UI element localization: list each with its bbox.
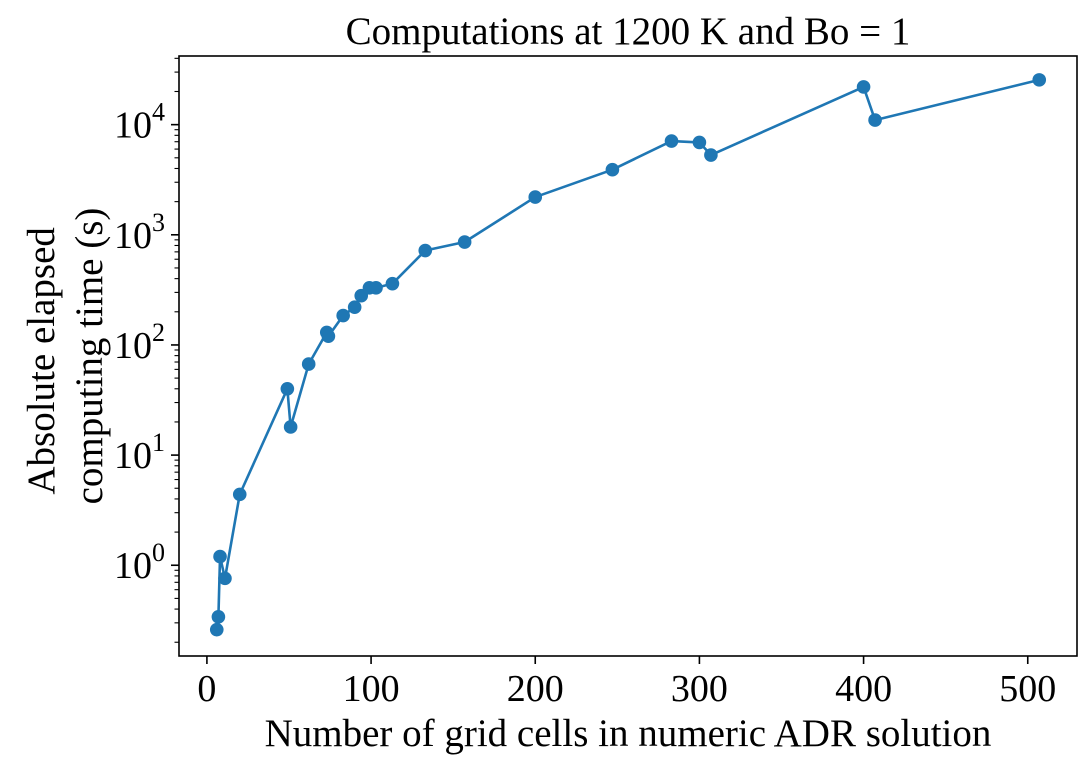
x-axis: 0 100 200 300 400 500 [197,656,1056,710]
y-tick-label-base: 10 [114,105,152,147]
data-point [385,276,400,291]
plot-area [209,73,1047,637]
data-point [605,162,620,177]
y-tick-label-base: 10 [114,325,152,367]
data-point [209,622,224,637]
y-tick-label-exponent: 3 [152,208,165,237]
data-point [418,243,433,258]
y-tick-label: 100 [114,538,165,587]
data-point [213,549,227,564]
y-tick-label-base: 10 [114,435,152,477]
data-point [868,113,882,127]
data-point [664,134,679,148]
x-tick-label: 300 [671,668,728,710]
x-tick-label: 100 [343,668,400,710]
x-tick-label: 400 [835,668,892,710]
y-tick-label-exponent: 1 [152,428,165,457]
y-axis-title-line-1: Absolute elapsed [20,227,63,495]
data-point [704,148,718,162]
data-point [232,487,247,502]
y-tick-label: 104 [114,98,165,147]
y-tick-label-base: 10 [114,215,152,257]
y-tick-label-exponent: 0 [152,538,165,567]
data-point [301,357,316,371]
data-point [692,135,707,150]
data-point [321,329,336,344]
y-axis-title: Absolute elapsed computing time (s) [20,208,111,505]
data-point [218,571,232,586]
y-tick-label: 102 [114,318,165,367]
y-tick-label-exponent: 4 [152,98,165,127]
x-tick-label: 200 [507,668,564,710]
y-axis-title-line-2: computing time (s) [68,208,111,505]
x-axis-title: Number of grid cells in numeric ADR solu… [265,712,992,755]
x-tick-label: 500 [999,668,1056,710]
y-tick-label: 103 [114,208,165,257]
chart-title: Computations at 1200 K and Bo = 1 [346,10,911,53]
data-point [283,420,298,434]
y-tick-label: 101 [114,428,165,477]
data-point [856,80,871,94]
y-tick-label-base: 10 [114,545,152,587]
data-point [528,190,543,204]
data-point [369,281,383,295]
data-point [457,235,472,249]
y-tick-label-exponent: 2 [152,318,165,347]
data-point [1032,73,1047,87]
data-point [280,381,295,396]
data-point [211,610,226,624]
data-point [336,308,350,323]
data-point [347,300,362,315]
x-tick-label: 0 [197,668,216,710]
